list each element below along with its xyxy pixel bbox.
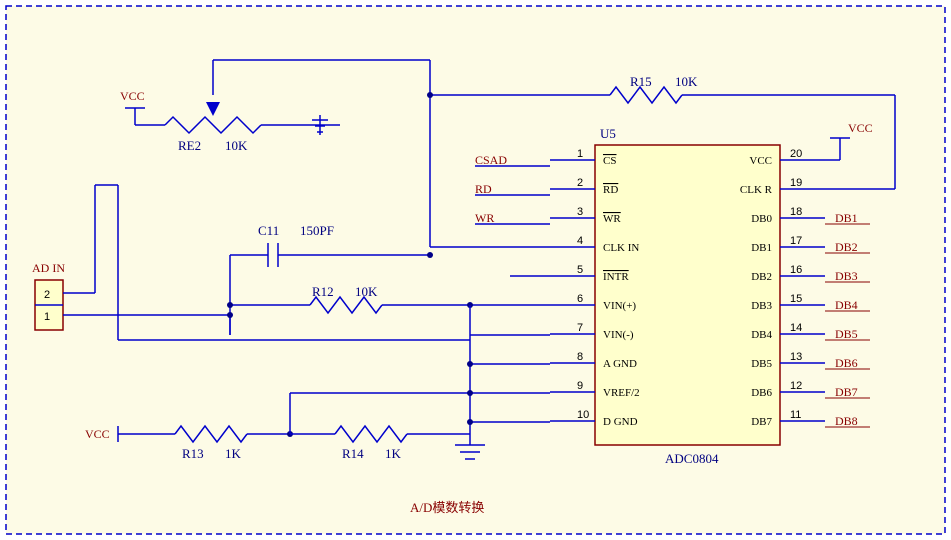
net-DB7: DB7: [835, 385, 858, 399]
net-DB6: DB6: [835, 356, 858, 370]
adin-pin2: 2: [44, 289, 50, 301]
pin-num-14: 14: [790, 322, 802, 334]
adin-pin1: 1: [44, 311, 50, 323]
r14-ref: R14: [342, 446, 364, 461]
net-DB2: DB2: [835, 240, 858, 254]
schematic-title: A/D模数转换: [410, 500, 484, 515]
pin-num-19: 19: [790, 177, 802, 189]
pin-name-5: INTR: [603, 271, 629, 283]
pin-name-11: DB7: [751, 416, 772, 428]
pin-name-3: WR: [603, 213, 621, 225]
net-DB3: DB3: [835, 269, 858, 283]
pin-name-10: D GND: [603, 416, 638, 428]
r15-ref: R15: [630, 74, 652, 89]
pin-name-19: CLK R: [740, 184, 773, 196]
pin-name-7: VIN(-): [603, 329, 634, 341]
vcc-label-2: VCC: [848, 121, 873, 135]
pin-num-13: 13: [790, 351, 802, 363]
pin-num-3: 3: [577, 206, 583, 218]
pin-name-2: RD: [603, 184, 618, 196]
net-DB5: DB5: [835, 327, 858, 341]
pin-name-14: DB4: [751, 329, 772, 341]
pin-num-7: 7: [577, 322, 583, 334]
pin-name-6: VIN(+): [603, 300, 636, 312]
pin-name-8: A GND: [603, 358, 637, 370]
c11-val: 150PF: [300, 223, 334, 238]
pin-num-20: 20: [790, 148, 802, 160]
u5-ref: U5: [600, 126, 616, 141]
net-DB4: DB4: [835, 298, 858, 312]
r13-ref: R13: [182, 446, 204, 461]
pin-num-1: 1: [577, 148, 583, 160]
r15-val: 10K: [675, 74, 698, 89]
re2-ref: RE2: [178, 138, 201, 153]
u5-part: ADC0804: [665, 451, 719, 466]
chip-u5: U5 ADC0804: [595, 126, 780, 466]
net-RD: RD: [475, 182, 492, 196]
pin-name-4: CLK IN: [603, 242, 639, 254]
c11-ref: C11: [258, 223, 279, 238]
net-DB8: DB8: [835, 414, 858, 428]
pin-num-6: 6: [577, 293, 583, 305]
pin-num-9: 9: [577, 380, 583, 392]
pin-name-17: DB1: [751, 242, 772, 254]
pin-name-13: DB5: [751, 358, 772, 370]
pin-num-18: 18: [790, 206, 802, 218]
r13-val: 1K: [225, 446, 242, 461]
pin-num-10: 10: [577, 409, 589, 421]
pin-name-15: DB3: [751, 300, 772, 312]
re2-val: 10K: [225, 138, 248, 153]
pin-name-18: DB0: [751, 213, 772, 225]
schematic-border: [6, 6, 945, 534]
pin-name-1: CS: [603, 155, 616, 167]
r14-val: 1K: [385, 446, 402, 461]
vcc-label-3: VCC: [85, 427, 110, 441]
pin-name-12: DB6: [751, 387, 772, 399]
pin-num-8: 8: [577, 351, 583, 363]
net-DB1: DB1: [835, 211, 858, 225]
pin-num-11: 11: [790, 409, 801, 421]
pin-num-15: 15: [790, 293, 802, 305]
pin-name-20: VCC: [749, 155, 772, 167]
pin-num-17: 17: [790, 235, 802, 247]
net-CSAD: CSAD: [475, 153, 507, 167]
r12-val: 10K: [355, 284, 378, 299]
pin-num-5: 5: [577, 264, 583, 276]
pin-num-4: 4: [577, 235, 583, 247]
r12-ref: R12: [312, 284, 334, 299]
pin-num-12: 12: [790, 380, 802, 392]
adin-ref: AD IN: [32, 261, 65, 275]
pin-num-16: 16: [790, 264, 802, 276]
net-WR: WR: [475, 211, 494, 225]
pin-num-2: 2: [577, 177, 583, 189]
pin-name-9: VREF/2: [603, 387, 640, 399]
vcc-label-1: VCC: [120, 89, 145, 103]
pin-name-16: DB2: [751, 271, 772, 283]
